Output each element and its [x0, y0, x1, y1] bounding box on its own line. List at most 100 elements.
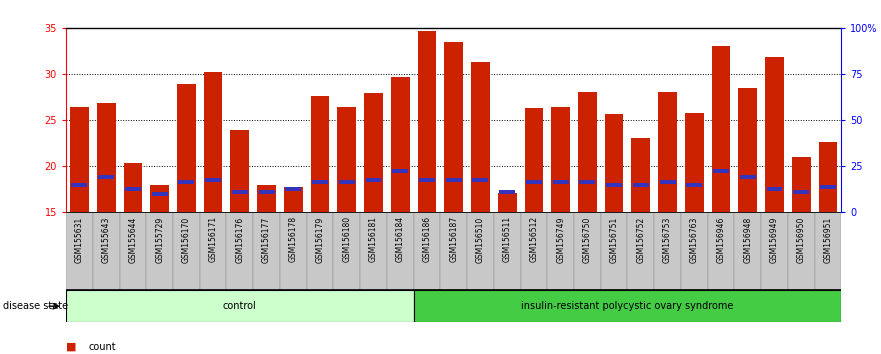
Bar [285, 187, 301, 192]
Bar [552, 108, 570, 212]
Bar [494, 212, 521, 290]
Bar [259, 190, 275, 194]
Bar [578, 92, 596, 212]
Bar [712, 46, 730, 212]
Bar [820, 184, 836, 189]
Text: GSM156948: GSM156948 [744, 216, 752, 263]
Bar [339, 180, 355, 184]
Text: GSM156178: GSM156178 [289, 216, 298, 262]
Bar [552, 180, 568, 184]
Text: GSM156171: GSM156171 [209, 216, 218, 262]
Bar [333, 212, 360, 290]
Text: GSM155631: GSM155631 [75, 216, 84, 263]
Bar [413, 290, 841, 322]
Bar [66, 290, 413, 322]
Bar [788, 212, 815, 290]
Text: GSM156951: GSM156951 [824, 216, 833, 263]
Bar [655, 212, 681, 290]
Bar [364, 93, 383, 212]
Bar [500, 190, 515, 194]
Bar [738, 88, 757, 212]
Bar [419, 178, 435, 182]
Bar [627, 212, 655, 290]
Bar [601, 212, 627, 290]
Bar [713, 169, 729, 173]
Bar [413, 212, 440, 290]
Text: GSM156763: GSM156763 [690, 216, 699, 263]
Bar [391, 77, 410, 212]
Bar [547, 212, 574, 290]
Bar [284, 187, 303, 212]
Bar [125, 187, 141, 192]
Text: GSM155729: GSM155729 [155, 216, 164, 263]
Bar [204, 72, 223, 212]
Text: GSM156181: GSM156181 [369, 216, 378, 262]
Bar [312, 180, 328, 184]
Bar [658, 92, 677, 212]
Bar [151, 185, 169, 212]
Bar [70, 108, 89, 212]
Bar [604, 114, 624, 212]
Text: GSM156946: GSM156946 [716, 216, 726, 263]
Bar [307, 212, 333, 290]
Text: GSM156179: GSM156179 [315, 216, 324, 263]
Bar [337, 107, 356, 212]
Bar [766, 57, 784, 212]
Bar [685, 113, 704, 212]
Bar [606, 183, 622, 187]
Text: GSM156510: GSM156510 [476, 216, 485, 263]
Bar [231, 130, 249, 212]
Bar [818, 142, 837, 212]
Bar [392, 169, 408, 173]
Text: control: control [223, 301, 256, 311]
Bar [524, 108, 544, 212]
Bar [686, 183, 702, 187]
Bar [792, 157, 811, 212]
Bar [467, 212, 494, 290]
Bar [257, 185, 276, 212]
Bar [232, 190, 248, 194]
Bar [766, 187, 782, 192]
Bar [173, 212, 200, 290]
Bar [793, 190, 810, 194]
Bar [681, 212, 707, 290]
Text: GSM156186: GSM156186 [423, 216, 432, 262]
Text: GSM156176: GSM156176 [235, 216, 244, 263]
Bar [472, 178, 488, 182]
Bar [580, 180, 596, 184]
Bar [66, 212, 93, 290]
Bar [71, 183, 87, 187]
Text: GSM156177: GSM156177 [262, 216, 271, 263]
Bar [471, 62, 490, 212]
Bar [444, 42, 463, 212]
Text: GSM156180: GSM156180 [343, 216, 352, 262]
Bar [93, 212, 120, 290]
Text: GSM155644: GSM155644 [129, 216, 137, 263]
Bar [418, 31, 436, 212]
Bar [146, 212, 173, 290]
Text: GSM156512: GSM156512 [529, 216, 538, 262]
Bar [387, 212, 413, 290]
Bar [498, 193, 516, 212]
Bar [360, 212, 387, 290]
Bar [311, 96, 329, 212]
Bar [200, 212, 226, 290]
Bar [226, 212, 253, 290]
Bar [521, 212, 547, 290]
Bar [440, 212, 467, 290]
Text: GSM156170: GSM156170 [181, 216, 191, 263]
Text: GSM156184: GSM156184 [396, 216, 404, 262]
Bar [177, 84, 196, 212]
Text: GSM156749: GSM156749 [556, 216, 565, 263]
Text: GSM156511: GSM156511 [503, 216, 512, 262]
Text: GSM156949: GSM156949 [770, 216, 779, 263]
Text: GSM156187: GSM156187 [449, 216, 458, 262]
Bar [660, 180, 676, 184]
Bar [632, 138, 650, 212]
Bar [526, 180, 542, 184]
Text: ■: ■ [66, 342, 77, 352]
Bar [633, 183, 648, 187]
Text: GSM156950: GSM156950 [796, 216, 806, 263]
Bar [98, 175, 115, 179]
Text: count: count [88, 342, 115, 352]
